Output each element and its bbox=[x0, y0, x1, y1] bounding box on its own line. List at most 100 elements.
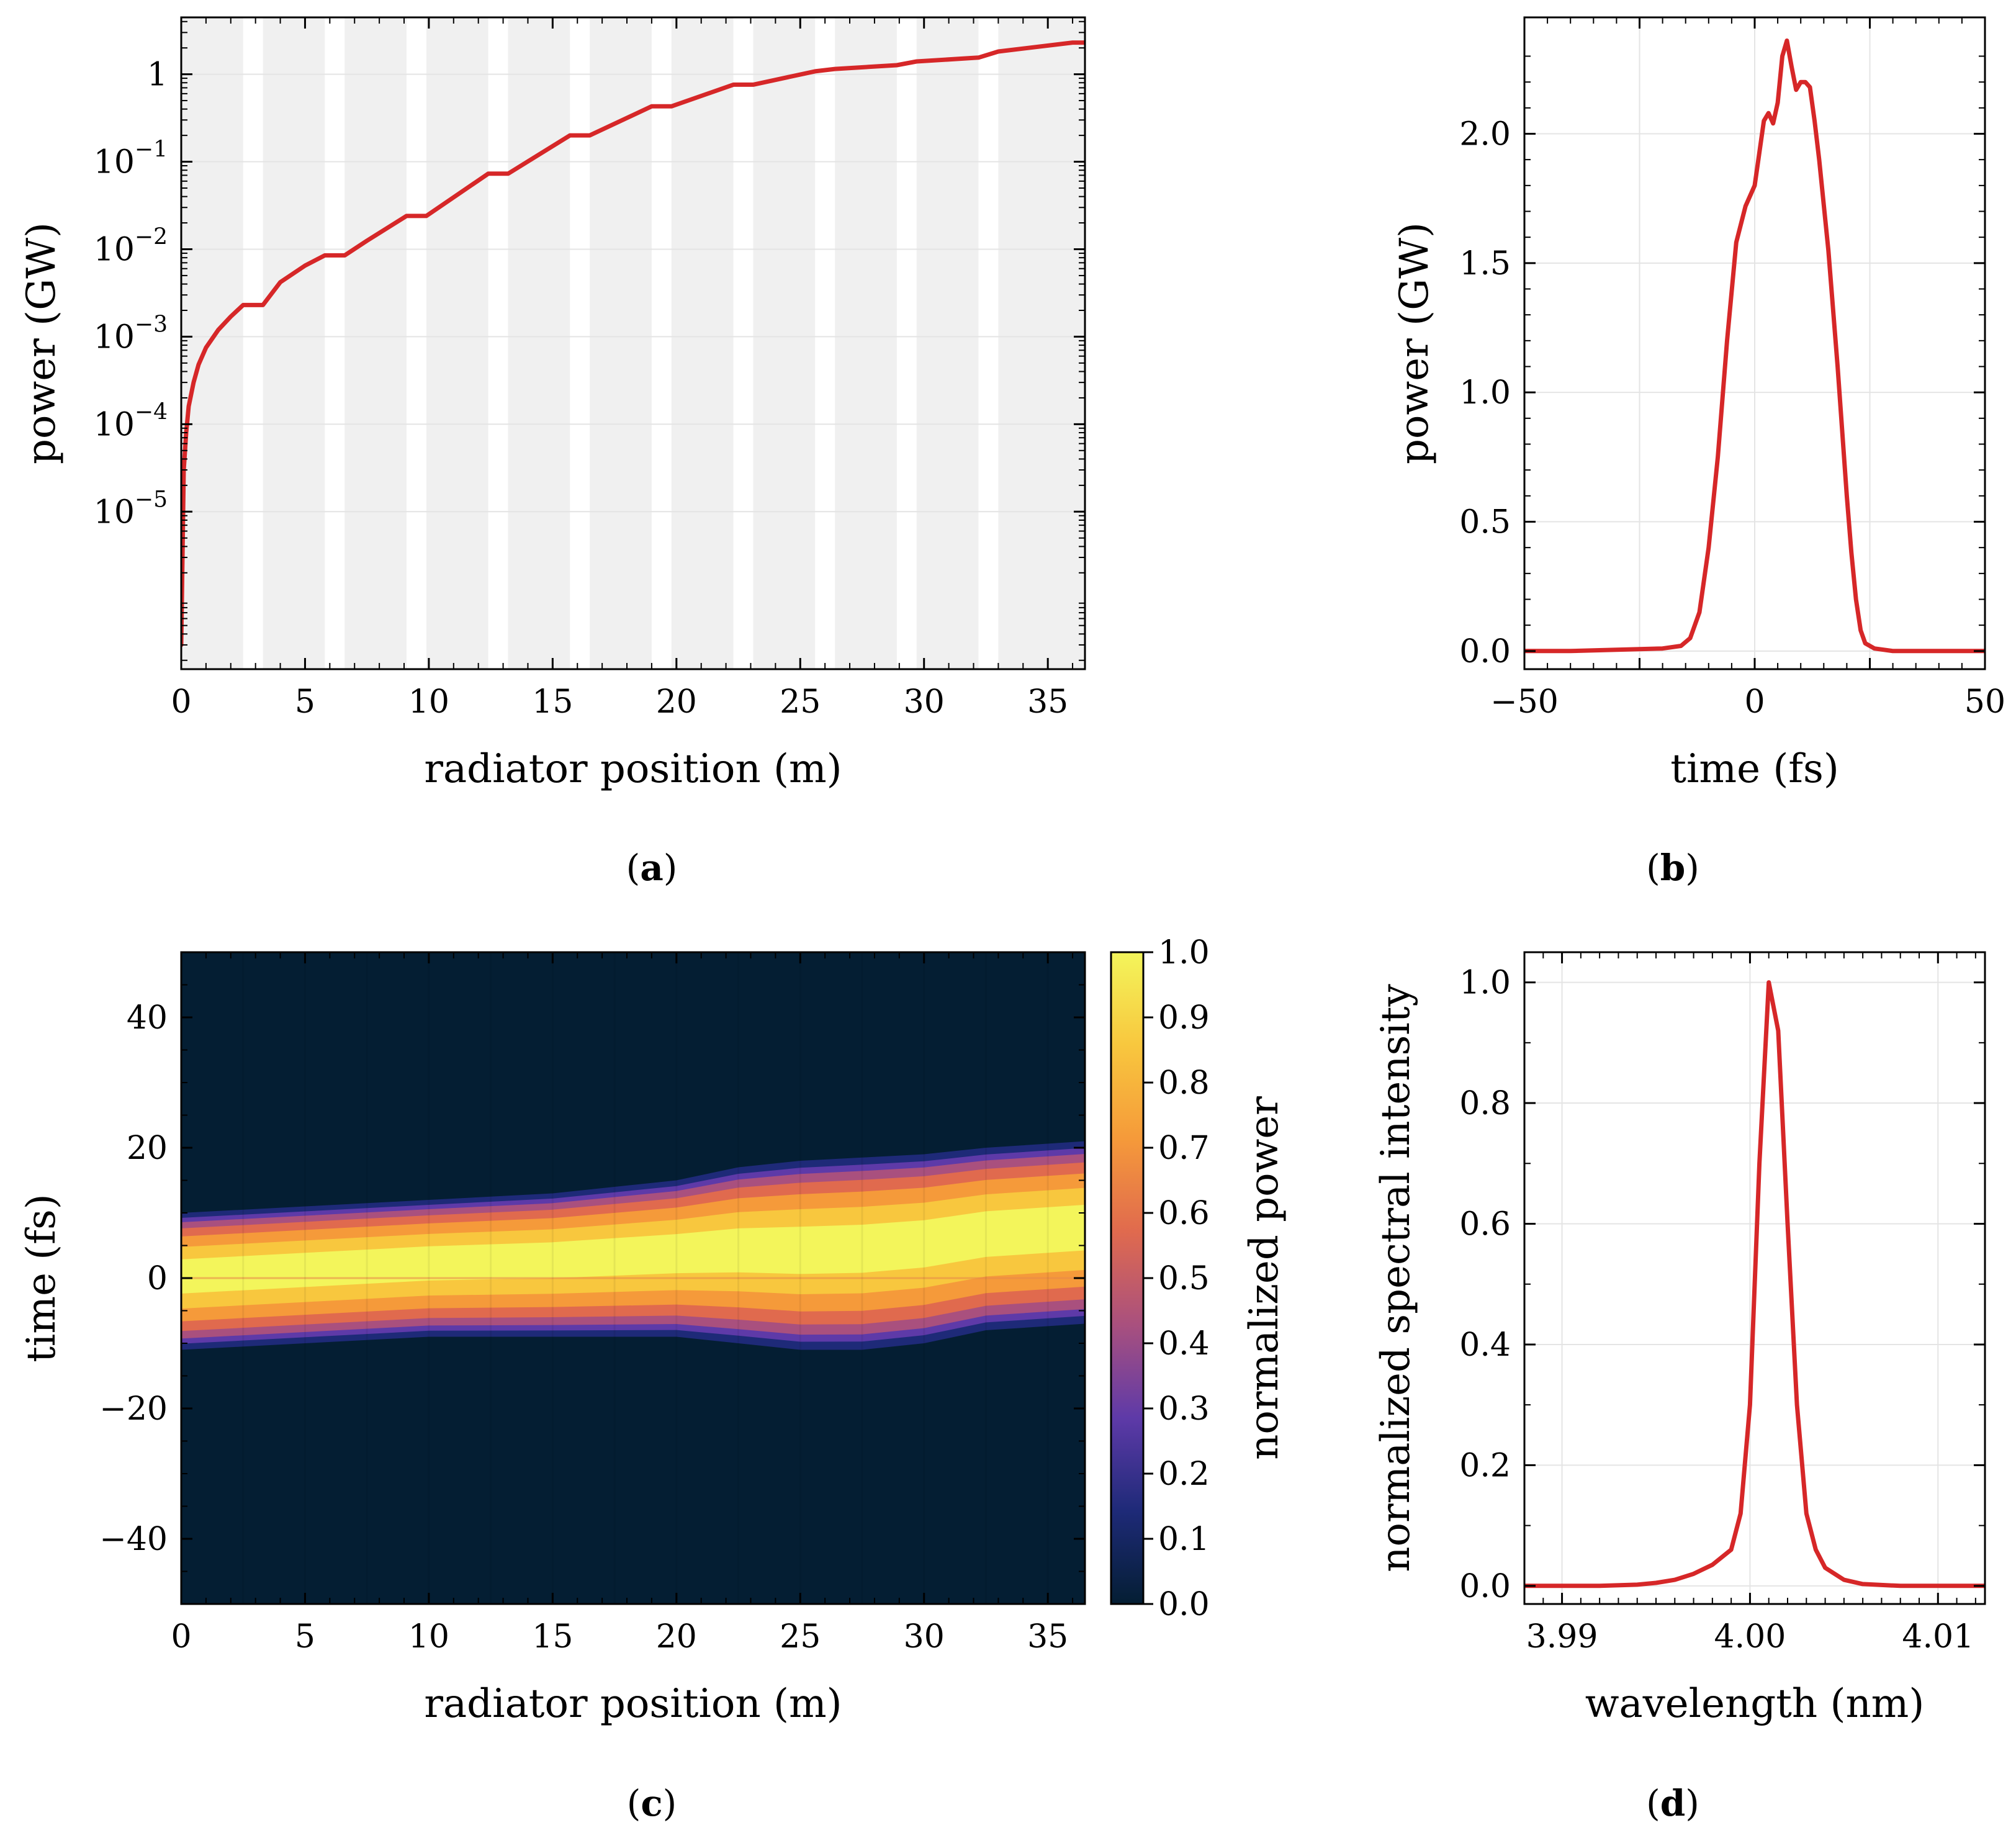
panel-b-grid bbox=[1524, 17, 1985, 669]
y-tick-label: 20 bbox=[127, 1130, 168, 1167]
panel-a-ylabel: power (GW) bbox=[19, 222, 65, 464]
undulator-band bbox=[181, 17, 243, 669]
colorbar-tick-label: 1.0 bbox=[1158, 934, 1210, 971]
colorbar-label: normalized power bbox=[1241, 1096, 1287, 1460]
y-tick-label: −40 bbox=[99, 1521, 168, 1558]
colorbar-tick-label: 0.8 bbox=[1158, 1065, 1210, 1102]
x-tick-label: 20 bbox=[656, 683, 697, 721]
undulator-band bbox=[753, 17, 816, 669]
colorbar-tick-label: 0.4 bbox=[1158, 1325, 1210, 1363]
y-tick-base: 10 bbox=[94, 144, 135, 181]
y-tick-base: 1 bbox=[147, 56, 168, 94]
panel-c-heatmap: 0 5 10 15 20 25 30 35 40 20 0 −20 −40 radiator posit… bbox=[19, 934, 1287, 1824]
x-tick-label: 15 bbox=[532, 683, 573, 721]
x-tick-label: 20 bbox=[656, 1618, 697, 1656]
y-tick-label: 10−5 bbox=[94, 487, 168, 531]
y-tick-label: 0.5 bbox=[1459, 504, 1511, 541]
x-tick-label: 15 bbox=[532, 1618, 573, 1656]
panel-b-caption: (b) bbox=[1646, 847, 1699, 889]
y-tick-label: 1.0 bbox=[1459, 374, 1511, 412]
colorbar-tick-label: 0.3 bbox=[1158, 1390, 1210, 1428]
x-tick-label: 3.99 bbox=[1526, 1618, 1598, 1656]
undulator-band bbox=[835, 17, 897, 669]
x-tick-label: 5 bbox=[295, 683, 315, 721]
colorbar-tick-label: 0.5 bbox=[1158, 1260, 1210, 1297]
colorbar-tick-label: 0.1 bbox=[1158, 1521, 1210, 1558]
x-tick-label: 25 bbox=[780, 1618, 821, 1656]
y-tick-label: 0.0 bbox=[1459, 1568, 1511, 1605]
colorbar-tick-label: 0.6 bbox=[1158, 1195, 1210, 1232]
y-tick-exponent: −5 bbox=[135, 487, 168, 512]
y-tick-label: 10−2 bbox=[94, 224, 168, 268]
undulator-band bbox=[998, 17, 1085, 669]
colorbar-tick-label: 0.0 bbox=[1158, 1586, 1210, 1623]
undulator-band bbox=[263, 17, 325, 669]
x-tick-label: −50 bbox=[1490, 683, 1559, 721]
y-tick-label: 0.4 bbox=[1459, 1327, 1511, 1364]
x-tick-label: 10 bbox=[408, 1618, 449, 1656]
panel-d-spectrum: 3.99 4.00 4.01 0.0 0.2 0.4 0.6 0.8 1.0 wavelengt… bbox=[1373, 951, 1986, 1824]
colorbar-tick-label: 0.7 bbox=[1158, 1130, 1210, 1167]
x-tick-label: 5 bbox=[295, 1618, 315, 1656]
heatmap-section-lines bbox=[242, 952, 1049, 1604]
panel-c-xlabel: radiator position (m) bbox=[424, 1681, 842, 1727]
y-tick-base: 10 bbox=[94, 231, 135, 268]
y-tick-label: −20 bbox=[99, 1390, 168, 1428]
y-tick-exponent: −1 bbox=[135, 137, 168, 163]
x-tick-label: 10 bbox=[408, 683, 449, 721]
y-tick-label: 10−4 bbox=[94, 399, 168, 443]
colorbar-ticks: 0.0 0.1 0.2 0.3 0.4 0.5 0.6 0.7 0.8 0.9 1.0 bbox=[1143, 934, 1210, 1623]
undulator-band bbox=[508, 17, 570, 669]
colorbar bbox=[1110, 951, 1145, 1605]
y-tick-label: 40 bbox=[127, 999, 168, 1037]
x-tick-label: 0 bbox=[171, 683, 191, 721]
y-tick-label: 0.2 bbox=[1459, 1447, 1511, 1484]
pulse-intensity-band bbox=[181, 1204, 1085, 1294]
panel-d-xlabel: wavelength (nm) bbox=[1585, 1681, 1925, 1727]
panel-a-power-vs-position: 110−110−210−310−410−50 5 10 15 20 25 30 35 radi… bbox=[19, 16, 1086, 889]
y-tick-label: 1.5 bbox=[1459, 245, 1511, 282]
panel-c-ylabel: time (fs) bbox=[19, 1194, 65, 1363]
panel-d-frame bbox=[1523, 951, 1986, 1605]
panel-d-ylabel: normalized spectral intensity bbox=[1373, 984, 1419, 1572]
panel-d-ticks: 3.99 4.00 4.01 0.0 0.2 0.4 0.6 0.8 1.0 bbox=[1459, 952, 1985, 1656]
x-tick-label: 30 bbox=[904, 683, 945, 721]
y-tick-base: 10 bbox=[94, 318, 135, 356]
panel-b-ticks: −50 0 50 0.0 0.5 1.0 1.5 2.0 bbox=[1459, 17, 2005, 721]
panel-d-grid bbox=[1524, 952, 1985, 1604]
undulator-band bbox=[590, 17, 652, 669]
panel-b-ylabel: power (GW) bbox=[1392, 222, 1438, 464]
y-tick-label: 1.0 bbox=[1459, 965, 1511, 1002]
y-tick-label: 0 bbox=[147, 1260, 168, 1297]
panel-d-spectrum-curve bbox=[1524, 980, 1985, 1588]
x-tick-label: 35 bbox=[1027, 683, 1068, 721]
panel-b-xlabel: time (fs) bbox=[1670, 746, 1839, 792]
x-tick-label: 50 bbox=[1964, 683, 2005, 721]
y-tick-base: 10 bbox=[94, 406, 135, 443]
panel-a-xlabel: radiator position (m) bbox=[424, 746, 842, 792]
colorbar-tick-label: 0.9 bbox=[1158, 999, 1210, 1037]
panel-d-caption: (d) bbox=[1646, 1782, 1699, 1824]
panel-a-caption: (a) bbox=[626, 847, 678, 889]
y-tick-exponent: −4 bbox=[135, 399, 168, 425]
y-tick-label: 10−3 bbox=[94, 312, 168, 356]
colorbar-tick-label: 0.2 bbox=[1158, 1456, 1210, 1493]
panel-a-frame bbox=[180, 16, 1086, 670]
y-tick-label: 1 bbox=[147, 56, 168, 94]
x-tick-label: 4.01 bbox=[1902, 1618, 1974, 1656]
undulator-band bbox=[916, 17, 979, 669]
undulator-band bbox=[671, 17, 734, 669]
y-tick-label: 0.8 bbox=[1459, 1085, 1511, 1122]
x-tick-label: 0 bbox=[1744, 683, 1765, 721]
y-tick-label: 2.0 bbox=[1459, 116, 1511, 153]
y-tick-label: 0.6 bbox=[1459, 1206, 1511, 1243]
panel-c-ticks: 0 5 10 15 20 25 30 35 40 20 0 −20 −40 bbox=[99, 952, 1085, 1656]
panel-a-ticks: 110−110−210−310−410−50 5 10 15 20 25 30 35 bbox=[94, 17, 1085, 721]
panel-a-power-curve bbox=[181, 40, 1085, 647]
y-tick-base: 10 bbox=[94, 493, 135, 531]
panel-b-power-vs-time: −50 0 50 0.0 0.5 1.0 1.5 2.0 time (fs) power (G… bbox=[1392, 16, 2005, 889]
y-tick-label: 0.0 bbox=[1459, 633, 1511, 670]
x-tick-label: 30 bbox=[904, 1618, 945, 1656]
y-tick-exponent: −3 bbox=[135, 312, 168, 337]
